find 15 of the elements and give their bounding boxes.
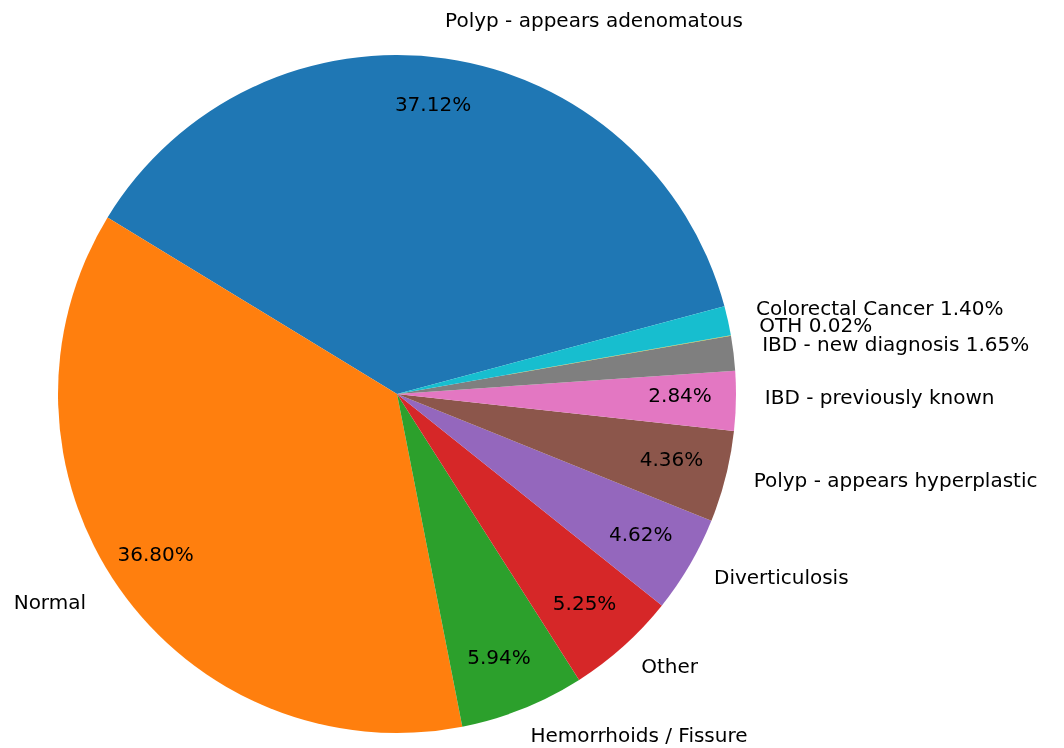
slice-label: IBD - previously known bbox=[764, 384, 995, 409]
slice-label: Other bbox=[641, 654, 699, 679]
data-label: 5.25% bbox=[552, 591, 617, 616]
slice-label: Hemorrhoids / Fissure bbox=[530, 723, 748, 748]
data-label: 36.80% bbox=[117, 541, 194, 566]
data-label: 37.12% bbox=[394, 91, 472, 116]
data-label: 2.84% bbox=[648, 382, 712, 407]
slice-label: Polyp - appears adenomatous bbox=[445, 7, 743, 32]
slice-label: Normal bbox=[13, 590, 87, 615]
data-label: 5.94% bbox=[467, 644, 531, 669]
data-label: 4.36% bbox=[639, 447, 704, 472]
slice-label: IBD - new diagnosis 1.65% bbox=[762, 332, 1030, 357]
slice-label: Diverticulosis bbox=[714, 565, 849, 590]
slice-label: Polyp - appears hyperplastic bbox=[753, 468, 1038, 492]
data-label: 4.62% bbox=[609, 522, 673, 547]
